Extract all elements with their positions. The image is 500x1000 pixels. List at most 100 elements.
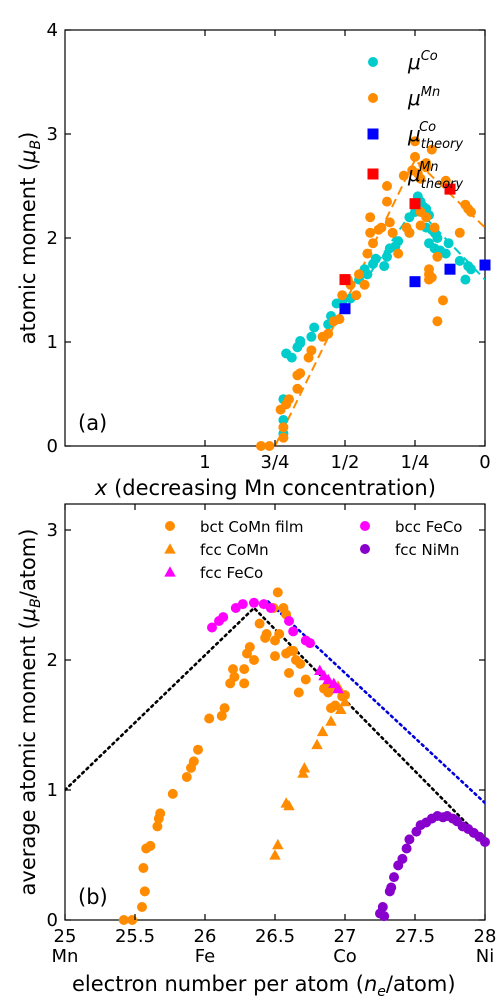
panel-a-co-point-26	[393, 236, 404, 247]
panel-a-co-point-19	[362, 269, 373, 280]
panel-a-mn-point-26	[368, 238, 378, 249]
panel-b-fcc-comn-point-2	[272, 838, 284, 850]
panel-a-x-axis-label: x (decreasing Mn concentration)	[94, 476, 436, 500]
panel-a-y-tick-label: 0	[47, 436, 58, 457]
panel-b-fcc-comn-point-12	[322, 680, 334, 691]
panel-a-mn-point-33	[393, 248, 404, 259]
panel-b-bct-comn-film-point-40	[288, 645, 299, 656]
panel-a-mn-point-4	[278, 422, 289, 433]
panel-b-fcc-comn-point-8	[316, 725, 329, 737]
panel-b-fcc-comn-point-10	[335, 703, 347, 714]
panel-a-legend-entry-2: μMn	[407, 85, 440, 110]
panel-a-co-theory-point-2	[409, 276, 421, 288]
panel-b-legend-marker-3	[164, 566, 176, 577]
panel-a-co-point-47	[466, 264, 476, 275]
panel-a-legend-marker-4	[367, 168, 379, 180]
panel-a-mn-point-2	[264, 441, 275, 451]
panel-a-data-marks	[256, 136, 491, 451]
panel-b-bct-comn-film-point-1	[118, 915, 129, 925]
panel-b-bct-comn-film-point-23	[239, 664, 250, 675]
panel-b-fcc-comn-point-6	[298, 762, 311, 773]
panel-a-legend-marker-2	[368, 93, 378, 103]
panel-a-mn-point-56	[438, 295, 448, 306]
panel-a-mn-point-57	[440, 175, 451, 186]
panel-b-bct-comn-film-point-18	[219, 703, 230, 714]
panel-b-bct-comn-film-point-33	[272, 587, 283, 598]
panel-a-mn-point-46	[421, 162, 432, 173]
panel-b-bcc-feco-point-9	[284, 616, 294, 626]
panel-a-y-tick-label: 4	[47, 20, 58, 41]
panel-a-legend-marker-3	[367, 128, 379, 140]
panel-a-legend-entry-3: μtheoryCo	[407, 120, 463, 152]
panel-b-bct-comn-film-point-10	[155, 808, 166, 819]
panel-b-bct-comn-film-point-27	[254, 618, 265, 629]
panel-b-bct-comn-film-point-5	[139, 886, 150, 897]
panel-a-legend-marker-1	[368, 57, 378, 67]
panel-b-legend-marker-4	[360, 521, 370, 531]
panel-a-mn-point-55	[432, 316, 443, 327]
panel-b-y-tick-label: 3	[47, 520, 58, 541]
panel-a-mn-point-61	[466, 207, 476, 217]
panel-a-mn-point-31	[384, 217, 395, 228]
panel-b-fcc-comn-point-9	[325, 715, 337, 726]
panel-b-bct-comn-film-point-26	[249, 655, 259, 665]
panel-b-bct-comn-film-point-29	[261, 629, 272, 639]
panel-b-x-tick-label: 27	[334, 926, 357, 947]
panel-a: 1 3/4 1/2 1/4 0 0 1 2 3 4 (a) x (decreasing Mn co…	[16, 20, 491, 500]
panel-b-x-axis-label: electron number per atom (ne/atom)	[72, 972, 456, 1000]
panel-b-fcc-comn-point-4	[283, 799, 295, 811]
panel-a-mn-point-25	[365, 212, 376, 223]
panel-a-y-axis-label: atomic moment (μB)	[16, 132, 44, 345]
panel-b-bct-comn-film-point-4	[138, 863, 149, 873]
panel-b-fcc-feco-point-5	[332, 682, 344, 694]
panel-b-x-tick-label: 28	[474, 926, 497, 947]
panel-a-mn-point-53	[429, 222, 440, 233]
panel-a-co-point-9	[306, 331, 317, 342]
panel-b-bct-comn-film-point-38	[284, 668, 294, 678]
panel-a-mn-point-28	[376, 222, 387, 233]
panel-a-mn-point-7	[284, 394, 294, 405]
panel-b-x-tick-label: 25	[54, 926, 77, 947]
panel-b-bct-comn-film-point-2	[127, 915, 138, 925]
panel-a-label: (a)	[78, 411, 107, 435]
panel-a-y-tick-label: 3	[47, 124, 58, 145]
panel-b-x-tick-label: 27.5	[395, 926, 435, 947]
panel-b-legend-marker-5	[360, 544, 370, 554]
panel-a-mn-point-1	[256, 441, 266, 451]
panel-a-co-point-8	[295, 335, 306, 346]
panel-b-bct-comn-film-point-50	[330, 700, 341, 711]
panel-b-bct-comn-film-point-11	[167, 788, 178, 799]
panel-b-fcc-comn-point-11	[339, 695, 351, 707]
panel-b-bct-comn-film-point-44	[300, 674, 311, 685]
panel-a-mn-point-20	[351, 290, 362, 301]
panel-b-bct-comn-film-point-22	[239, 678, 250, 689]
panel-a-mn-point-34	[398, 170, 409, 181]
panel-a-mn-point-39	[410, 136, 420, 147]
panel-a-co-point-42	[440, 248, 451, 259]
panel-b-bcc-feco-point-8	[265, 603, 276, 613]
panel-b-bct-comn-film-point-7	[145, 840, 156, 851]
panel-a-ticks: 1 3/4 1/2 1/4 0 0 1 2 3 4	[47, 20, 491, 473]
panel-b-dotted-line-2	[266, 600, 485, 805]
panel-b-x-element-label: Mn	[52, 946, 79, 967]
panel-a-co-point-2	[278, 415, 289, 425]
panel-a-mn-point-21	[354, 269, 364, 280]
panel-b-bcc-feco-point-5	[237, 599, 248, 610]
panel-a-co-point-5	[286, 352, 297, 363]
panel-b-x-element-label: Ni	[476, 946, 494, 967]
panel-a-mn-point-32	[387, 227, 398, 238]
panel-b-legend-entry-3: fcc FeCo	[200, 564, 263, 582]
panel-a-co-point-45	[460, 274, 471, 285]
panel-b-fcc-nimn-point-5	[386, 882, 397, 893]
panel-a-x-tick-label: 1/2	[331, 452, 360, 473]
panel-a-mn-point-16	[334, 314, 345, 325]
panel-b-x-tick-label: 25.5	[115, 926, 155, 947]
panel-b-x-tick-label: 26.5	[255, 926, 295, 947]
panel-b-bct-comn-film-point-12	[181, 772, 192, 782]
panel-a-mn-point-8	[292, 383, 303, 394]
panel-a-y-tick-label: 1	[47, 332, 58, 353]
panel-b-bcc-feco-point-3	[218, 612, 229, 623]
